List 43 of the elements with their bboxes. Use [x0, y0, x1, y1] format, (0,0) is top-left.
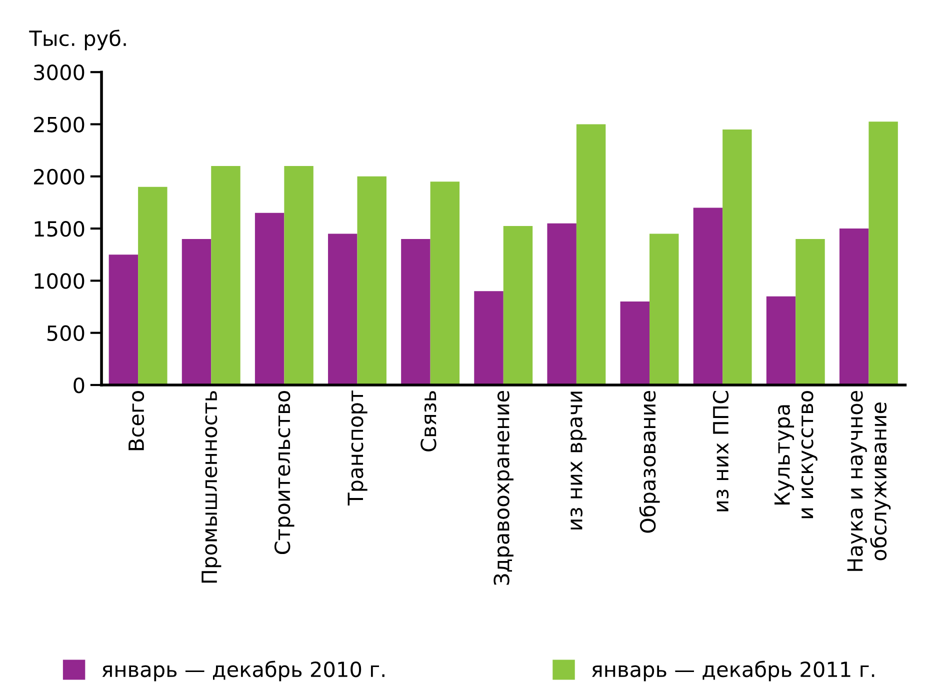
bar: [254, 212, 284, 385]
bar: [401, 238, 430, 385]
y-tick-label: 500: [47, 325, 84, 342]
x-tick-label: Наука и научное обслуживание: [847, 390, 891, 571]
y-axis-title: Тыс. руб.: [29, 30, 126, 50]
legend-label: январь — декабрь 2010 г.: [102, 660, 384, 682]
bar: [796, 238, 825, 385]
bar: [357, 176, 386, 385]
y-tick-label: 2500: [34, 116, 84, 132]
x-tick-label: Образование: [639, 390, 660, 533]
y-tick-label: 0: [74, 377, 84, 394]
bar: [722, 129, 752, 385]
bar: [211, 166, 240, 385]
x-tick-label: Транспорт: [348, 390, 368, 506]
bar: [284, 166, 314, 385]
bar: [503, 226, 533, 385]
bar: [182, 238, 212, 385]
bar: [430, 182, 460, 385]
bar: [649, 234, 679, 385]
x-tick-label: Всего: [128, 391, 144, 450]
x-tick-label: Связь: [420, 391, 436, 452]
bar: [108, 254, 138, 385]
x-tick-label: Здравоохранение: [494, 390, 514, 585]
y-tick-label: 1000: [34, 273, 84, 289]
bar: [328, 234, 358, 385]
bar: [620, 302, 650, 385]
y-tick-label: 1500: [34, 221, 84, 237]
bar: [138, 186, 168, 385]
x-tick-label: Культура и искусство: [774, 391, 818, 518]
y-tick-label: 3000: [34, 64, 84, 80]
bar: [547, 223, 576, 385]
bar: [868, 122, 898, 385]
x-tick-label: из них врачи: [570, 392, 587, 530]
x-tick-label: Строительство: [274, 391, 294, 554]
bar: [766, 296, 796, 385]
x-tick-label: Промышленность: [202, 391, 222, 583]
bar: [693, 208, 723, 385]
bar: [474, 291, 504, 385]
legend-label: январь — декабрь 2011 г.: [592, 660, 874, 682]
x-tick-label: из них ППС: [712, 390, 729, 512]
bar: [576, 124, 606, 385]
y-tick-label: 2000: [34, 168, 84, 185]
bar: [839, 228, 869, 385]
